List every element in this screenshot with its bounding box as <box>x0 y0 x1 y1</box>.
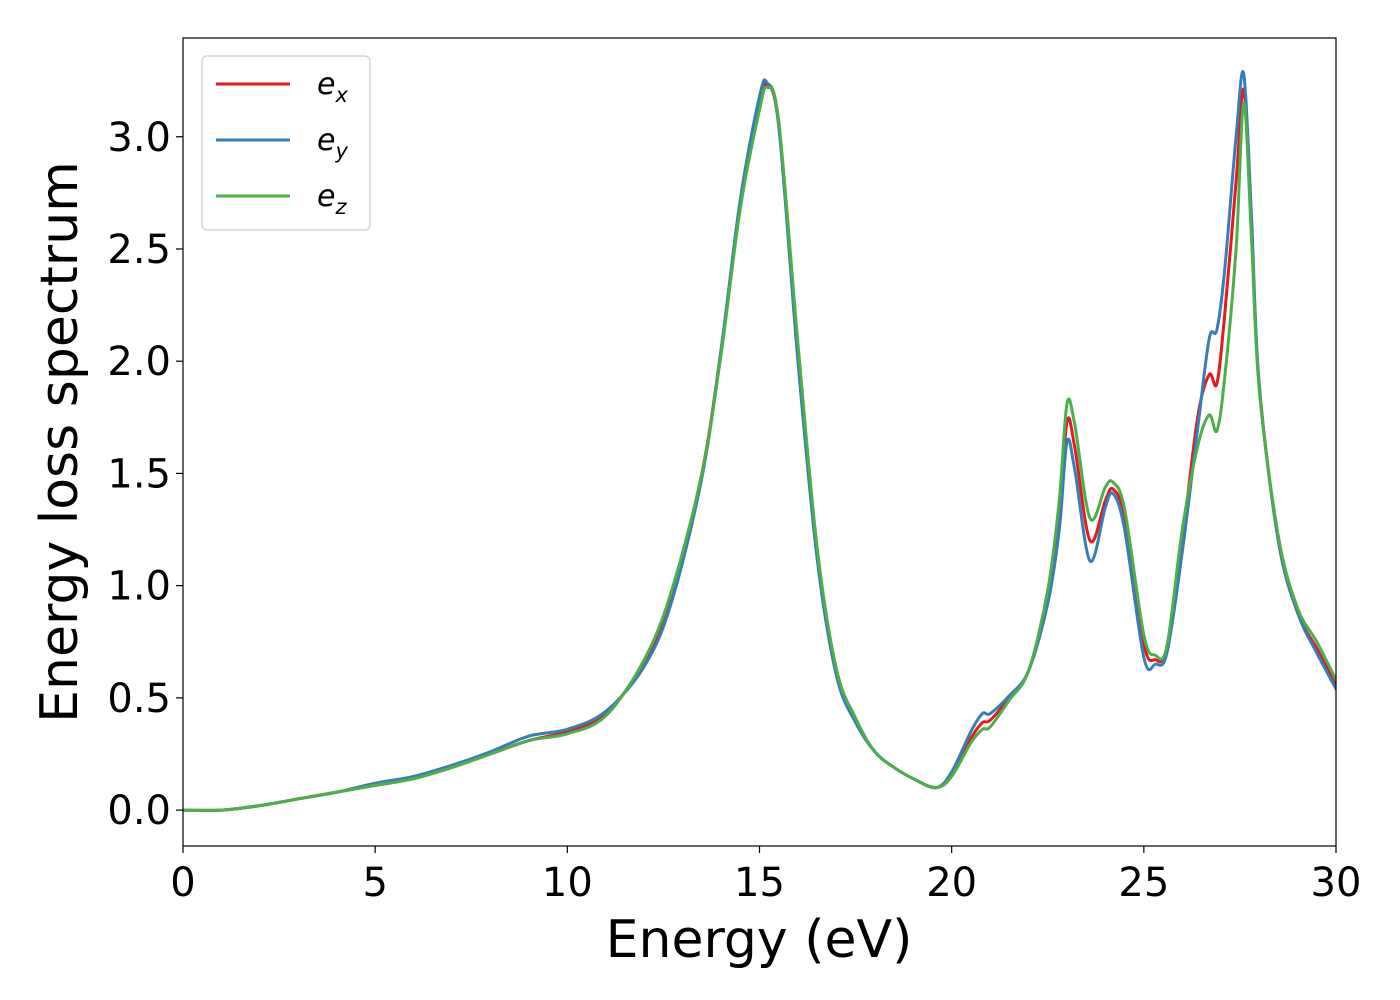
y-tick-label: 2.0 <box>107 339 171 385</box>
x-tick-label: 25 <box>1118 860 1169 906</box>
x-tick-label: 5 <box>362 860 387 906</box>
series-line-z <box>183 85 1336 812</box>
y-tick-label: 1.0 <box>107 564 171 610</box>
x-tick-label: 10 <box>542 860 593 906</box>
legend-label-x: ex <box>317 67 348 107</box>
y-tick-label: 0.5 <box>107 676 171 722</box>
series-line-y <box>183 70 1336 812</box>
x-axis-ticks: 0 5 10 15 20 25 30 <box>170 846 1361 906</box>
legend: ex ey ez <box>201 55 371 231</box>
plot-background <box>183 38 1336 846</box>
y-tick-label: 0.0 <box>107 788 171 834</box>
y-tick-label: 1.5 <box>107 451 171 497</box>
legend-frame <box>201 55 371 231</box>
y-axis-label: Energy loss spectrum <box>30 161 90 723</box>
legend-label-y: ey <box>317 123 348 163</box>
series-layer <box>183 70 1336 812</box>
legend-label-z: ez <box>317 179 347 219</box>
x-tick-label: 0 <box>170 860 195 906</box>
x-tick-label: 30 <box>1311 860 1362 906</box>
y-tick-label: 2.5 <box>107 227 171 273</box>
x-tick-label: 15 <box>734 860 785 906</box>
x-axis-label: Energy (eV) <box>606 910 913 970</box>
y-tick-label: 3.0 <box>107 115 171 161</box>
y-axis-ticks: 0.0 0.5 1.0 1.5 2.0 2.5 3.0 <box>107 115 183 834</box>
x-tick-label: 20 <box>926 860 977 906</box>
series-line-x <box>183 82 1336 812</box>
